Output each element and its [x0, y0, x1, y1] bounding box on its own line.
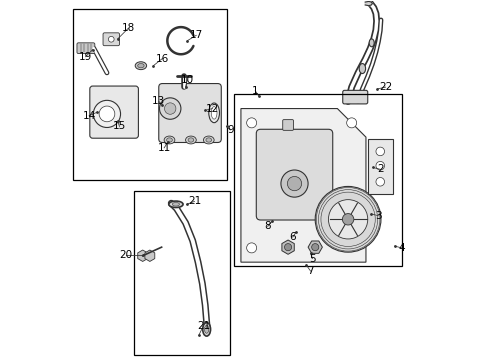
Ellipse shape [164, 136, 175, 144]
Bar [134, 191, 230, 355]
Circle shape [99, 106, 115, 122]
FancyBboxPatch shape [282, 120, 293, 130]
Circle shape [246, 243, 256, 253]
Circle shape [246, 118, 256, 128]
Circle shape [315, 186, 380, 252]
Ellipse shape [138, 64, 144, 68]
Ellipse shape [166, 138, 172, 142]
Ellipse shape [211, 107, 217, 119]
Text: 1: 1 [251, 86, 258, 96]
Ellipse shape [204, 325, 208, 333]
FancyBboxPatch shape [77, 43, 95, 54]
Ellipse shape [368, 39, 373, 47]
Circle shape [375, 161, 384, 170]
Ellipse shape [205, 138, 211, 142]
Circle shape [281, 170, 307, 197]
Text: 7: 7 [306, 266, 313, 276]
Text: 19: 19 [79, 52, 92, 62]
Text: 21: 21 [187, 197, 201, 206]
Circle shape [108, 36, 114, 42]
Circle shape [284, 244, 291, 251]
Text: 17: 17 [189, 30, 203, 40]
Text: 5: 5 [308, 253, 315, 264]
Text: 13: 13 [152, 96, 165, 107]
FancyBboxPatch shape [103, 33, 119, 46]
Ellipse shape [188, 138, 193, 142]
Text: 4: 4 [398, 243, 404, 253]
Text: 2: 2 [376, 164, 383, 174]
Ellipse shape [203, 323, 210, 336]
Text: 21: 21 [196, 321, 210, 331]
Circle shape [375, 147, 384, 156]
Text: 22: 22 [378, 82, 391, 92]
Ellipse shape [168, 201, 183, 207]
Circle shape [342, 213, 353, 225]
Circle shape [287, 176, 301, 191]
Text: 16: 16 [155, 54, 169, 64]
Polygon shape [365, 1, 372, 6]
Polygon shape [241, 109, 365, 262]
Text: 3: 3 [374, 211, 381, 221]
Circle shape [328, 200, 367, 239]
Circle shape [311, 244, 318, 251]
Text: 15: 15 [113, 121, 126, 131]
Polygon shape [367, 139, 392, 194]
Circle shape [164, 103, 176, 114]
FancyBboxPatch shape [256, 129, 332, 220]
Ellipse shape [172, 203, 179, 206]
Text: 11: 11 [157, 143, 170, 153]
Ellipse shape [203, 136, 214, 144]
Text: 10: 10 [181, 75, 194, 85]
Bar [233, 94, 401, 266]
Ellipse shape [208, 103, 219, 123]
Circle shape [159, 98, 181, 119]
Text: 9: 9 [226, 125, 233, 135]
Text: 6: 6 [289, 232, 295, 242]
Text: 14: 14 [82, 111, 96, 121]
Circle shape [346, 118, 356, 128]
Circle shape [375, 177, 384, 186]
FancyBboxPatch shape [342, 90, 367, 104]
Ellipse shape [135, 62, 146, 69]
Text: 8: 8 [264, 221, 270, 231]
FancyBboxPatch shape [90, 86, 138, 138]
Text: 12: 12 [205, 104, 219, 113]
Text: 18: 18 [122, 23, 135, 33]
Ellipse shape [358, 64, 365, 73]
Bar [73, 9, 226, 180]
Ellipse shape [185, 136, 196, 144]
FancyBboxPatch shape [159, 84, 221, 143]
Text: 20: 20 [119, 250, 132, 260]
Circle shape [93, 100, 121, 127]
